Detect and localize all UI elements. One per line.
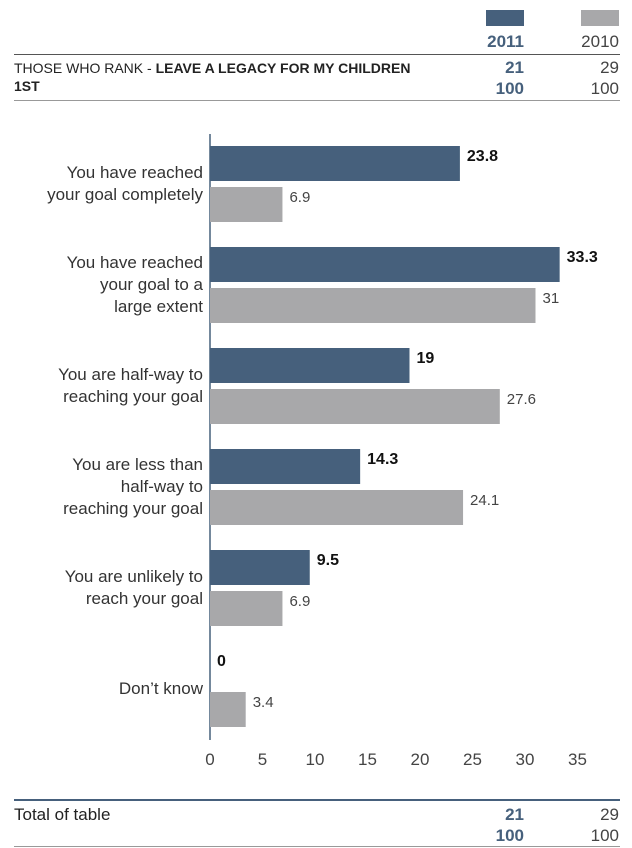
bar-2010-4 [210,591,283,626]
header-divider [14,54,620,55]
footer-top-rule [14,799,620,801]
category-label: large extent [114,297,203,316]
legend-year-2011: 2011 [487,32,524,51]
data-label-2011-1: 33.3 [567,249,598,266]
bar-2010-0 [210,187,283,222]
total-2011-value: 21 [505,805,524,824]
category-label: You have reached [67,253,203,272]
category-label: reach your goal [86,589,203,608]
data-label-2011-3: 14.3 [367,451,398,468]
header-bottom-rule [14,100,620,101]
bar-2010-1 [210,288,536,323]
x-tick-label: 10 [306,750,325,769]
x-tick-label: 15 [358,750,377,769]
x-tick-label: 5 [258,750,267,769]
total-base-2010-value: 100 [590,826,619,845]
legend-swatch-2010 [581,10,619,26]
total-base-2011-value: 100 [495,826,524,845]
category-label: reaching your goal [63,387,203,406]
bar-2011-2 [210,348,410,383]
category-label: You are half-way to [58,365,203,384]
data-label-2010-4: 6.9 [289,593,310,610]
legend-swatch-2011 [486,10,524,26]
bar-2011-1 [210,247,560,282]
data-label-2011-5: 0 [217,653,226,670]
bar-chart: You have reached your goal completely 23.8… [47,134,598,769]
category-label: You are unlikely to [65,567,203,586]
category-label: your goal completely [47,185,203,204]
x-tick-label: 20 [411,750,430,769]
category-label: your goal to a [100,275,204,294]
data-label-2010-1: 31 [543,290,560,307]
bar-2010-5 [210,692,246,727]
category-label: Don’t know [119,679,204,698]
rank-label-prefix: THOSE WHO RANK - [14,60,152,76]
rank-label: THOSE WHO RANK - LEAVE A LEGACY FOR MY C… [14,59,434,95]
bar-2011-0 [210,146,460,181]
rank-label-bold: LEAVE A LEGACY FOR MY CHILDREN 1ST [14,60,411,94]
x-tick-label: 30 [516,750,535,769]
bar-2011-3 [210,449,361,484]
x-tick-label: 35 [568,750,587,769]
rank-2011-value: 21 [505,58,524,77]
data-label-2011-2: 19 [417,350,435,367]
data-label-2011-0: 23.8 [467,148,498,165]
data-label-2010-2: 27.6 [507,391,536,408]
total-label: Total of table [14,805,111,824]
total-2010-value: 29 [600,805,619,824]
bar-2010-3 [210,490,464,525]
base-2010-value: 100 [590,79,619,98]
category-label: reaching your goal [63,499,203,518]
footer-bottom-rule [14,846,620,847]
bar-2010-2 [210,389,500,424]
x-tick-label: 25 [463,750,482,769]
x-tick-label: 0 [205,750,214,769]
data-label-2010-0: 6.9 [289,189,310,206]
category-label: You are less than [72,455,203,474]
data-label-2010-3: 24.1 [470,492,499,509]
base-2011-value: 100 [495,79,524,98]
data-label-2010-5: 3.4 [253,694,274,711]
category-label: half-way to [121,477,203,496]
legend-year-2010: 2010 [581,32,619,51]
rank-2010-value: 29 [600,58,619,77]
category-label: You have reached [67,163,203,182]
data-label-2011-4: 9.5 [317,552,339,569]
bar-2011-4 [210,550,310,585]
